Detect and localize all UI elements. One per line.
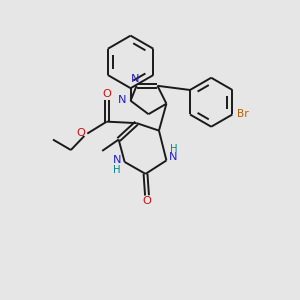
- Text: O: O: [102, 89, 111, 99]
- Text: N: N: [131, 74, 139, 84]
- Text: H: H: [113, 165, 121, 175]
- Text: H: H: [169, 144, 177, 154]
- Text: O: O: [142, 196, 152, 206]
- Text: Br: Br: [237, 110, 249, 119]
- Text: O: O: [76, 128, 85, 138]
- Text: N: N: [113, 155, 122, 166]
- Text: N: N: [118, 95, 127, 105]
- Text: N: N: [169, 152, 178, 163]
